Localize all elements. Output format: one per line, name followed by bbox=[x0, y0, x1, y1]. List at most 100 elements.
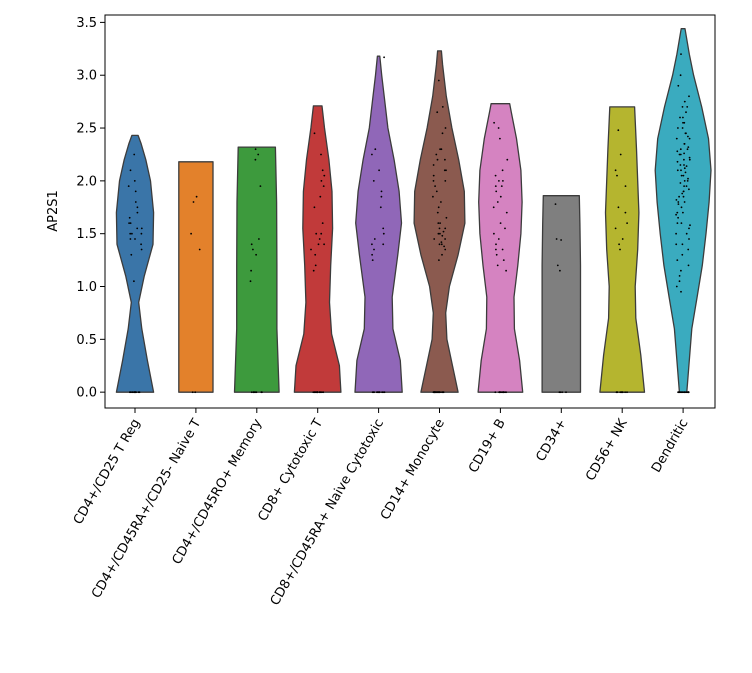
x-tick-label: CD34+ bbox=[534, 417, 570, 465]
data-point bbox=[675, 199, 678, 201]
data-point bbox=[432, 164, 435, 166]
data-point bbox=[444, 158, 446, 161]
data-point bbox=[439, 222, 441, 225]
points-cd4-cd45ra-cd25-naive-t bbox=[190, 195, 201, 394]
data-point bbox=[129, 222, 132, 225]
data-point bbox=[255, 391, 258, 394]
data-point bbox=[436, 158, 439, 161]
data-point bbox=[373, 391, 375, 394]
data-point bbox=[680, 290, 682, 293]
data-point bbox=[680, 206, 683, 209]
y-tick-label: 0.5 bbox=[76, 333, 97, 348]
data-point bbox=[683, 185, 685, 188]
data-point bbox=[378, 169, 380, 172]
data-point bbox=[687, 248, 690, 251]
data-point bbox=[682, 174, 685, 177]
data-point bbox=[495, 190, 498, 193]
data-point bbox=[616, 391, 619, 394]
data-point bbox=[505, 211, 508, 214]
data-point bbox=[688, 188, 690, 191]
data-point bbox=[383, 391, 386, 394]
data-point bbox=[504, 227, 506, 230]
data-point bbox=[565, 391, 567, 394]
data-point bbox=[440, 241, 443, 244]
data-point bbox=[684, 132, 687, 135]
points-cd4-cd25-t-reg bbox=[127, 153, 143, 394]
data-point bbox=[441, 253, 443, 256]
data-point bbox=[683, 391, 686, 394]
data-point bbox=[314, 264, 317, 267]
data-point bbox=[444, 227, 447, 230]
data-point bbox=[381, 391, 383, 394]
data-point bbox=[314, 253, 317, 256]
data-point bbox=[559, 269, 561, 272]
violin-cd56-nk bbox=[599, 106, 646, 393]
data-point bbox=[319, 391, 322, 394]
data-point bbox=[676, 169, 679, 172]
data-point bbox=[250, 243, 253, 246]
data-point bbox=[679, 164, 682, 166]
data-point bbox=[134, 201, 137, 203]
data-point bbox=[321, 169, 324, 172]
data-point bbox=[682, 121, 684, 124]
data-point bbox=[687, 264, 690, 267]
data-point bbox=[680, 169, 682, 172]
data-point bbox=[323, 243, 325, 246]
data-point bbox=[437, 391, 440, 394]
points-cd56-nk bbox=[614, 129, 628, 394]
data-point bbox=[140, 248, 143, 251]
data-point bbox=[494, 174, 497, 177]
data-point bbox=[134, 190, 137, 193]
data-point bbox=[686, 106, 689, 108]
data-point bbox=[624, 185, 627, 188]
data-point bbox=[679, 74, 682, 77]
data-point bbox=[498, 180, 500, 182]
data-point bbox=[621, 391, 624, 394]
data-point bbox=[436, 111, 439, 114]
data-point bbox=[441, 391, 444, 394]
plot-area-frame bbox=[104, 14, 716, 409]
data-point bbox=[683, 164, 685, 166]
data-point bbox=[258, 238, 260, 240]
data-point bbox=[129, 238, 132, 240]
data-point bbox=[686, 180, 689, 182]
data-point bbox=[319, 195, 322, 198]
data-point bbox=[681, 391, 683, 394]
data-point bbox=[194, 391, 197, 394]
data-point bbox=[501, 248, 504, 251]
data-point bbox=[496, 264, 499, 267]
data-point bbox=[687, 146, 690, 149]
violin-cd4-cd45ra-cd25-naive-t bbox=[178, 161, 214, 393]
x-tick-label: CD4+/CD45RA+/CD25- Naive T bbox=[89, 416, 204, 601]
data-point bbox=[380, 195, 383, 198]
data-point bbox=[681, 127, 684, 129]
data-point bbox=[437, 232, 440, 235]
y-axis: 0.0 0.5 1.0 1.5 2.0 2.5 3.0 3.5 bbox=[76, 16, 105, 401]
data-point bbox=[445, 216, 448, 219]
x-tick-label: CD14+ Monocyte bbox=[378, 416, 448, 522]
data-point bbox=[377, 391, 380, 394]
data-point bbox=[676, 160, 679, 163]
data-point bbox=[129, 169, 132, 172]
data-point bbox=[373, 238, 376, 240]
data-point bbox=[434, 185, 436, 188]
data-point bbox=[675, 243, 678, 246]
data-point bbox=[441, 234, 444, 237]
data-point bbox=[128, 216, 131, 219]
data-point bbox=[382, 232, 385, 235]
data-point bbox=[504, 391, 506, 394]
data-point bbox=[313, 132, 316, 135]
data-point bbox=[680, 53, 682, 55]
data-point bbox=[127, 185, 130, 188]
points-cd8-cd45ra-naive-cytotoxic bbox=[371, 56, 386, 394]
data-point bbox=[322, 185, 325, 188]
data-point bbox=[444, 180, 447, 182]
x-tick-label: CD19+ B bbox=[466, 417, 509, 476]
data-point bbox=[506, 158, 509, 161]
data-point bbox=[373, 248, 375, 251]
data-point bbox=[254, 391, 256, 394]
y-tick-label: 0.0 bbox=[76, 386, 97, 401]
data-point bbox=[320, 153, 322, 156]
y-tick-label: 3.0 bbox=[76, 69, 97, 84]
